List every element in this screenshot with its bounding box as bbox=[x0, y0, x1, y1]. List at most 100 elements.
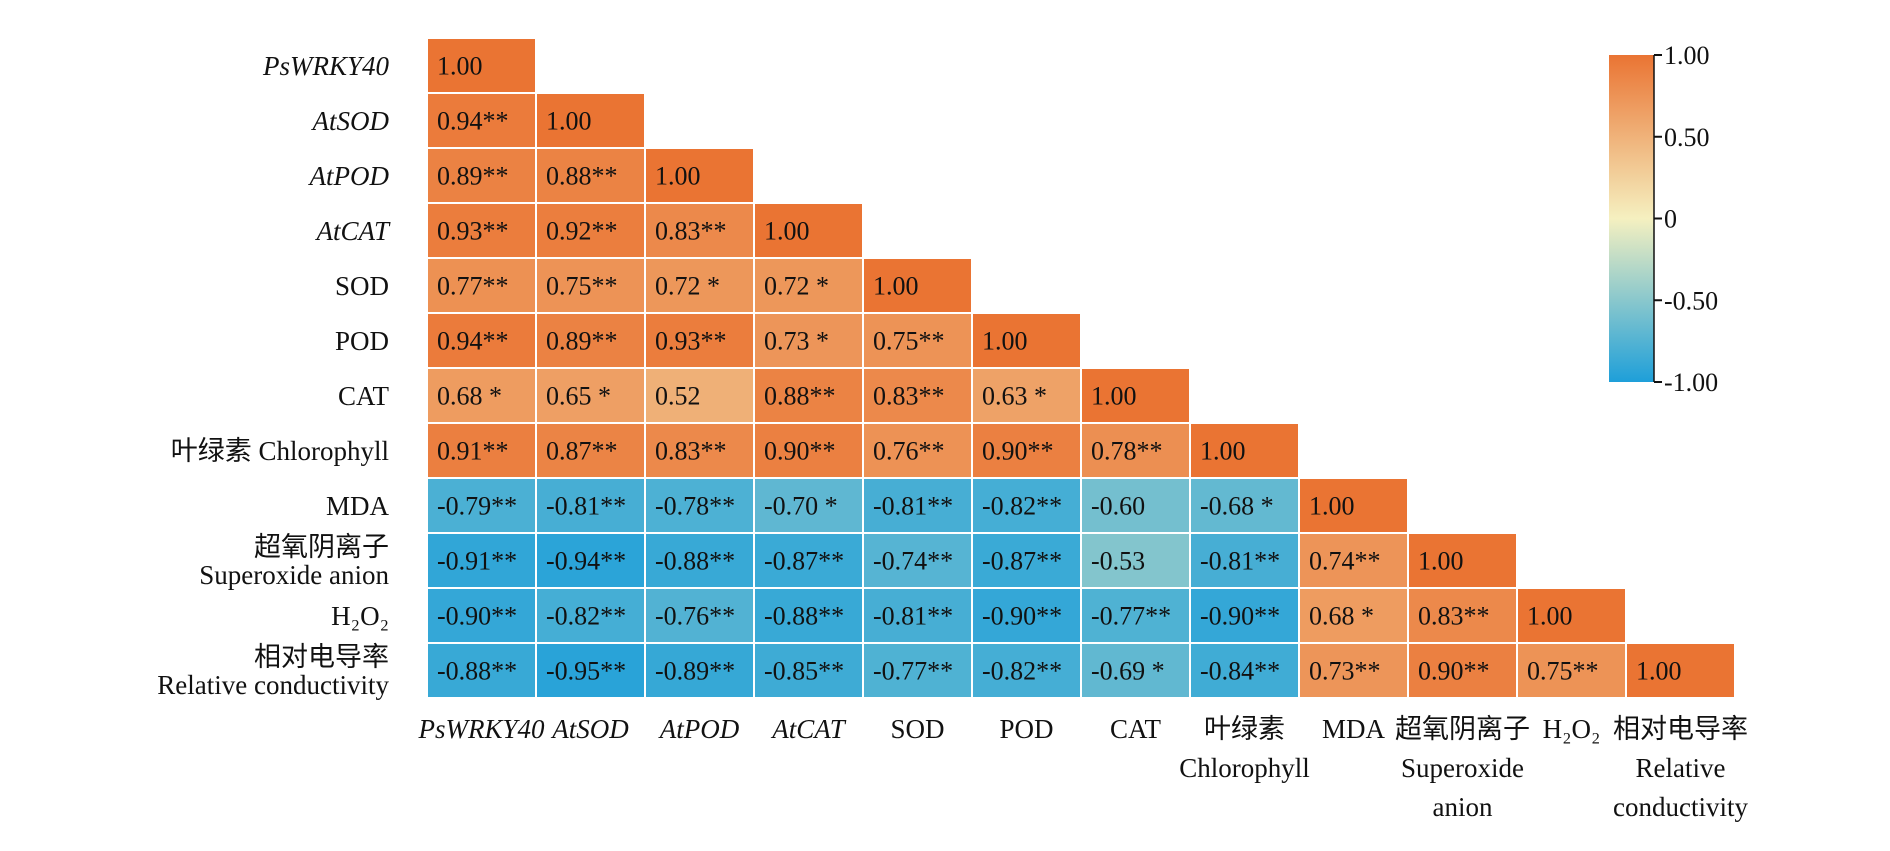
cell-value-label: 0.88** bbox=[546, 162, 618, 191]
cell-value-label: 1.00 bbox=[1091, 382, 1137, 411]
cell-value-label: -0.81** bbox=[873, 602, 953, 631]
row-label: 叶绿素 Chlorophyll bbox=[171, 436, 389, 466]
cell-value-label: -0.76** bbox=[655, 602, 735, 631]
row-label: POD bbox=[335, 326, 389, 356]
row-labels: PsWRKY40 AtSOD AtPOD AtCAT SOD POD CAT 叶绿素 Chlo… bbox=[157, 51, 391, 700]
heatmap-cell bbox=[1516, 587, 1627, 644]
cell-value-label: 0.88** bbox=[764, 382, 836, 411]
row-label: H₂O₂ bbox=[331, 601, 389, 631]
cell-value-label: 1.00 bbox=[655, 162, 701, 191]
column-label: SOD bbox=[890, 714, 944, 744]
cell-value-label: -0.85** bbox=[764, 657, 844, 686]
cell-value-label: 0.90** bbox=[764, 437, 836, 466]
cell-value-label: -0.94** bbox=[546, 547, 626, 576]
cell-value-label: -0.84** bbox=[1200, 657, 1280, 686]
row-label: 相对电导率 bbox=[254, 642, 389, 672]
heatmap-cell bbox=[535, 312, 646, 369]
cell-value-label: 0.75** bbox=[873, 327, 945, 356]
cell-value-label: -0.90** bbox=[982, 602, 1062, 631]
row-label: CAT bbox=[338, 381, 390, 411]
cell-value-label: -0.81** bbox=[546, 492, 626, 521]
heatmap-cell bbox=[644, 642, 755, 699]
cell-value-label: -0.88** bbox=[437, 657, 517, 686]
cell-value-label: 1.00 bbox=[1200, 437, 1246, 466]
colorbar-tick-label: 0.50 bbox=[1664, 123, 1710, 152]
cell-value-label: 1.00 bbox=[1527, 602, 1573, 631]
cell-value-label: 0.93** bbox=[437, 217, 509, 246]
heatmap-cell bbox=[535, 532, 646, 589]
heatmap-cell bbox=[971, 642, 1082, 699]
heatmap-cell bbox=[426, 312, 537, 369]
cell-value-label: -0.82** bbox=[982, 657, 1062, 686]
cell-value-label: -0.90** bbox=[1200, 602, 1280, 631]
cell-value-label: 1.00 bbox=[764, 217, 810, 246]
heatmap-cell bbox=[644, 312, 755, 369]
heatmap-cell bbox=[971, 477, 1082, 534]
heatmap-cell bbox=[426, 477, 537, 534]
heatmap-cell bbox=[753, 312, 864, 369]
heatmap-cell bbox=[1625, 642, 1736, 699]
cell-value-label: 0.87** bbox=[546, 437, 618, 466]
row-label: PsWRKY40 bbox=[262, 51, 390, 81]
cell-value-label: 0.72 * bbox=[655, 272, 720, 301]
cell-value-label: -0.68 * bbox=[1200, 492, 1274, 521]
heatmap-cell bbox=[862, 312, 973, 369]
heatmap-cell bbox=[426, 532, 537, 589]
row-label: Relative conductivity bbox=[157, 670, 389, 700]
cell-value-label: 0.83** bbox=[655, 217, 727, 246]
cell-value-label: 0.94** bbox=[437, 107, 509, 136]
column-label: 相对电导率 bbox=[1613, 714, 1748, 744]
row-label: SOD bbox=[335, 271, 389, 301]
heatmap-cell bbox=[1189, 532, 1300, 589]
cell-value-label: -0.81** bbox=[1200, 547, 1280, 576]
column-label: Superoxide bbox=[1401, 753, 1524, 783]
heatmap-cell bbox=[753, 202, 864, 259]
cell-value-label: 0.72 * bbox=[764, 272, 829, 301]
heatmap-cell bbox=[426, 37, 537, 94]
row-label: AtCAT bbox=[314, 216, 390, 246]
column-label: MDA bbox=[1322, 714, 1386, 744]
heatmap-cell bbox=[1407, 642, 1518, 699]
cell-value-label: 0.83** bbox=[1418, 602, 1490, 631]
cell-value-label: -0.88** bbox=[764, 602, 844, 631]
heatmap-cell bbox=[971, 587, 1082, 644]
cell-value-label: 0.92** bbox=[546, 217, 618, 246]
cell-value-label: -0.88** bbox=[655, 547, 735, 576]
heatmap-cell bbox=[426, 422, 537, 479]
cell-value-label: -0.89** bbox=[655, 657, 735, 686]
heatmap-cell bbox=[971, 367, 1082, 424]
cell-value-label: 0.94** bbox=[437, 327, 509, 356]
column-label: CAT bbox=[1110, 714, 1162, 744]
row-label: MDA bbox=[326, 491, 390, 521]
heatmap-cell bbox=[862, 532, 973, 589]
column-label: 叶绿素 bbox=[1204, 714, 1285, 744]
cell-value-label: 1.00 bbox=[982, 327, 1028, 356]
heatmap-cell bbox=[535, 257, 646, 314]
cell-value-label: 0.78** bbox=[1091, 437, 1163, 466]
cell-value-label: -0.82** bbox=[546, 602, 626, 631]
heatmap-cell bbox=[1080, 642, 1191, 699]
cell-value-label: 0.75** bbox=[546, 272, 618, 301]
cell-value-label: -0.77** bbox=[1091, 602, 1171, 631]
cell-value-label: 0.63 * bbox=[982, 382, 1047, 411]
cell-value-label: 1.00 bbox=[1418, 547, 1464, 576]
column-label: H₂O₂ bbox=[1543, 714, 1601, 744]
cell-value-label: 0.68 * bbox=[1309, 602, 1374, 631]
cell-value-label: 0.90** bbox=[982, 437, 1054, 466]
column-label: AtSOD bbox=[550, 714, 629, 744]
row-label: 超氧阴离子 bbox=[254, 532, 389, 562]
cell-value-label: 0.65 * bbox=[546, 382, 611, 411]
colorbar-tick-label: 0 bbox=[1664, 205, 1677, 234]
row-label: Superoxide anion bbox=[199, 560, 389, 590]
cell-value-label: 0.83** bbox=[873, 382, 945, 411]
cell-value-label: -0.87** bbox=[982, 547, 1062, 576]
cell-value-label: 1.00 bbox=[1636, 657, 1682, 686]
heatmap-cell bbox=[644, 422, 755, 479]
cell-value-label: -0.87** bbox=[764, 547, 844, 576]
heatmap-cell bbox=[753, 587, 864, 644]
cell-value-label: 0.93** bbox=[655, 327, 727, 356]
column-label: Relative bbox=[1636, 753, 1726, 783]
cell-value-label: -0.53 bbox=[1091, 547, 1145, 576]
heatmap-cell bbox=[535, 367, 646, 424]
